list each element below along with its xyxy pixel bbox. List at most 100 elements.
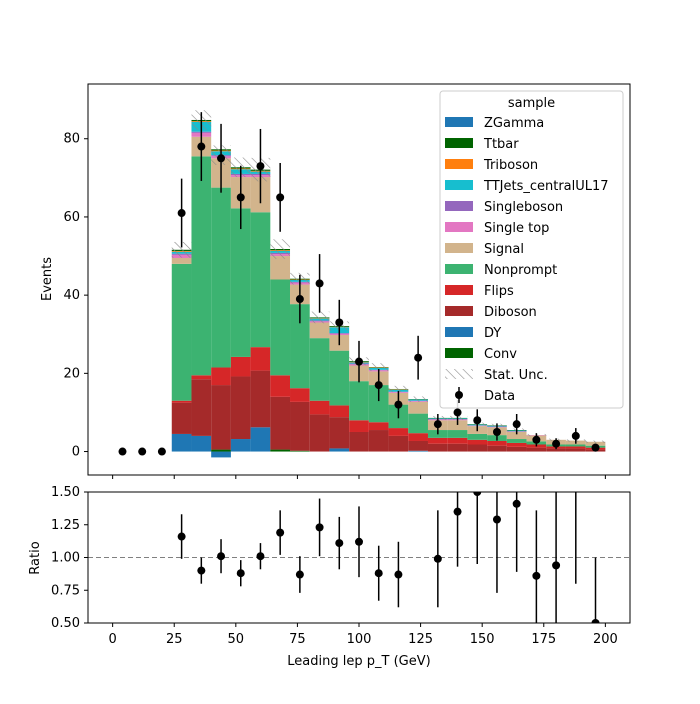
- ratio-ytick-label-0: 0.50: [51, 616, 80, 631]
- legend-swatch-5: [445, 222, 473, 232]
- ratio-point-8: [335, 539, 343, 547]
- data-point-15: [414, 354, 422, 362]
- bar-flips-15: [467, 440, 487, 445]
- bar-diboson-3: [231, 376, 251, 439]
- ratio-point-3: [237, 569, 245, 577]
- legend-label-data: Data: [484, 389, 515, 404]
- ratio-point-7: [316, 523, 324, 531]
- bar-diboson-10: [369, 430, 389, 452]
- legend-swatch-1: [445, 138, 473, 148]
- data-point-17: [454, 408, 462, 416]
- legend-label-6: Signal: [484, 242, 524, 257]
- data-point-5: [217, 154, 225, 162]
- bar-flips-4: [251, 347, 271, 370]
- main-ytick-label-3: 60: [63, 210, 80, 225]
- legend-label-0: ZGamma: [484, 116, 544, 131]
- ratio-ylabel: Ratio: [28, 541, 43, 574]
- legend-label-1: Ttbar: [483, 137, 519, 152]
- ratio-xtick-label-8: 200: [593, 632, 618, 647]
- bar-signal-0: [172, 258, 192, 264]
- bar-flips-7: [310, 401, 330, 415]
- legend-label-8: Flips: [484, 284, 514, 299]
- legend-swatch-2: [445, 159, 473, 169]
- ratio-point-18: [552, 561, 560, 569]
- ratio-xtick-label-5: 125: [408, 632, 433, 647]
- bar-diboson-11: [389, 436, 409, 452]
- bar-diboson-8: [329, 417, 349, 448]
- main-ytick-label-1: 20: [63, 366, 80, 381]
- bar-flips-12: [408, 433, 428, 441]
- bar-diboson-20: [566, 448, 586, 451]
- bar-nonprompt-12: [408, 414, 428, 434]
- stat-unc-band-7: [310, 312, 330, 324]
- data-point-1: [138, 448, 146, 456]
- main-ytick-label-2: 40: [63, 288, 80, 303]
- data-point-14: [394, 401, 402, 409]
- data-point-20: [513, 420, 521, 428]
- main-ytick-label-0: 0: [72, 445, 80, 460]
- legend-swatch-9: [445, 306, 473, 316]
- ratio-xtick-label-7: 175: [531, 632, 556, 647]
- legend-label-11: Conv: [484, 347, 517, 362]
- bar-dy-0: [172, 434, 192, 452]
- bar-nonprompt-2: [211, 188, 231, 368]
- ratio-ytick-label-4: 1.50: [51, 485, 80, 500]
- ratio-point-12: [434, 555, 442, 563]
- data-point-21: [532, 436, 540, 444]
- bar-flips-0: [172, 401, 192, 403]
- legend-label-10: DY: [484, 326, 501, 341]
- data-point-16: [434, 420, 442, 428]
- stat-unc-band-21: [586, 441, 606, 443]
- ratio-xtick-label-6: 150: [470, 632, 495, 647]
- bar-nonprompt-14: [448, 430, 468, 438]
- data-point-18: [473, 416, 481, 424]
- bar-conv-2: [211, 450, 231, 452]
- data-point-19: [493, 428, 501, 436]
- data-point-13: [375, 381, 383, 389]
- data-point-24: [592, 444, 600, 452]
- main-ylabel: Events: [40, 257, 55, 301]
- ratio-xlabel: Leading lep p_T (GeV): [287, 654, 430, 669]
- data-point-10: [316, 279, 324, 287]
- legend-swatch-3: [445, 180, 473, 190]
- legend-label-7: Nonprompt: [484, 263, 557, 278]
- ratio-point-1: [197, 567, 205, 575]
- bar-nonprompt-15: [467, 434, 487, 440]
- bar-nonprompt-1: [191, 156, 211, 375]
- bar-nonprompt-8: [329, 351, 349, 406]
- stat-unc-band-5: [270, 239, 290, 259]
- bar-dy-1: [191, 436, 211, 452]
- bar-nonprompt-17: [507, 439, 527, 443]
- legend-label-stat-unc: Stat. Unc.: [484, 368, 548, 383]
- bar-flips-8: [329, 405, 349, 417]
- bar-flips-5: [270, 375, 290, 397]
- bar-flips-11: [389, 428, 409, 436]
- legend-swatch-4: [445, 201, 473, 211]
- ratio-xtick-label-4: 100: [347, 632, 372, 647]
- bar-dy-4: [251, 427, 271, 451]
- bar-flips-20: [566, 446, 586, 448]
- data-point-4: [197, 143, 205, 151]
- ratio-ytick-label-2: 1.00: [51, 551, 80, 566]
- bar-flips-2: [211, 367, 231, 385]
- bar-dy-8: [329, 448, 349, 451]
- bar-flips-3: [231, 357, 251, 377]
- data-point-9: [296, 295, 304, 303]
- ratio-xtick-label-3: 75: [289, 632, 306, 647]
- legend-label-3: TTJets_centralUL17: [483, 179, 609, 194]
- bar-diboson-4: [251, 371, 271, 428]
- legend-swatch-0: [445, 117, 473, 127]
- data-point-3: [178, 209, 186, 217]
- ratio-point-19: [572, 475, 580, 483]
- legend-label-2: Triboson: [483, 158, 538, 173]
- legend-swatch-7: [445, 264, 473, 274]
- ratio-ytick-label-3: 1.25: [51, 518, 80, 533]
- ratio-xtick-label-2: 50: [228, 632, 245, 647]
- data-point-7: [256, 162, 264, 170]
- ratio-point-16: [513, 500, 521, 508]
- bar-nonprompt-20: [566, 445, 586, 447]
- bar-diboson-17: [507, 447, 527, 452]
- bar-diboson-7: [310, 414, 330, 451]
